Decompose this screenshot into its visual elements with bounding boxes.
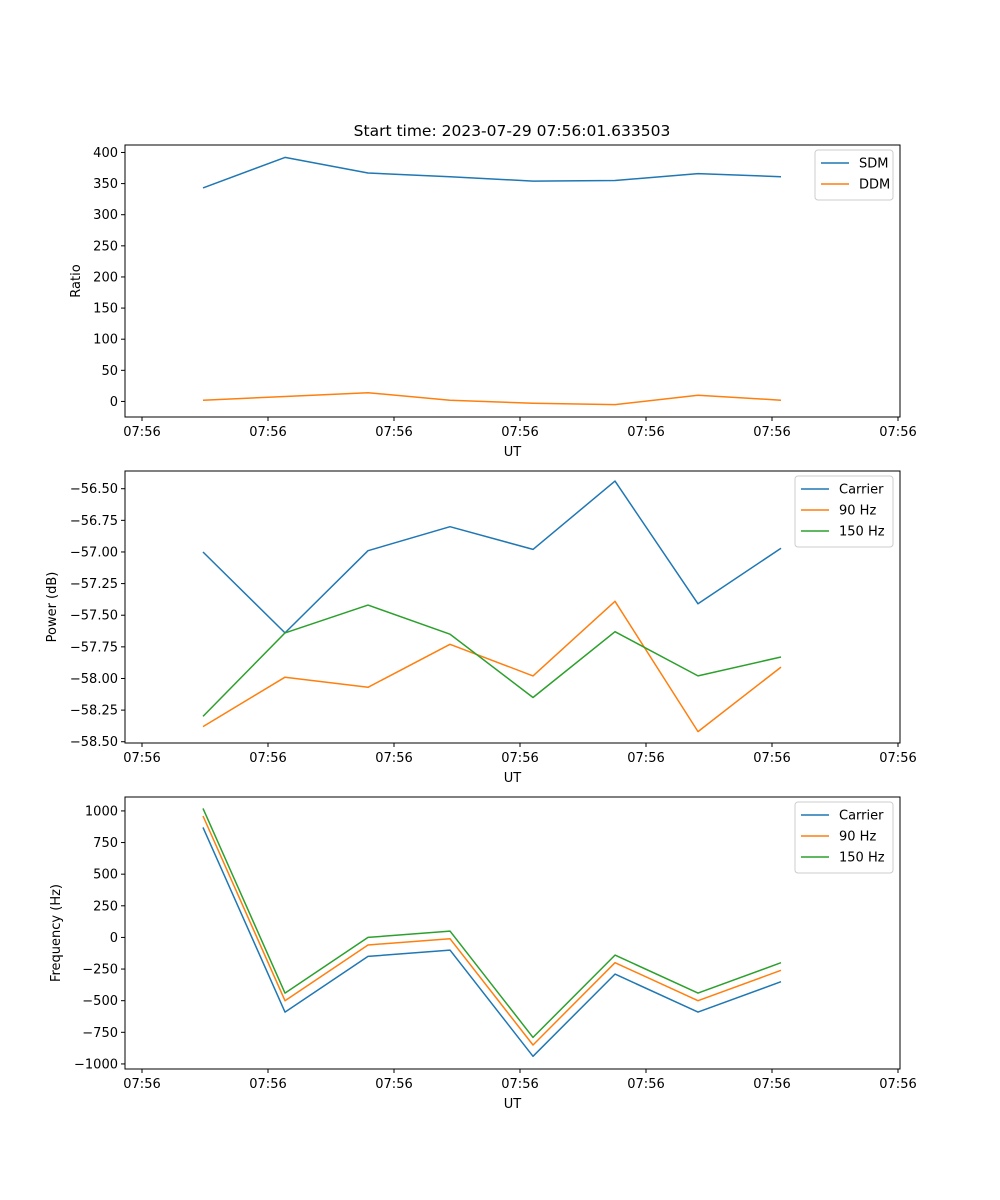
power-y-tick-label: −57.25	[70, 577, 118, 592]
power-x-tick-label: 07:56	[249, 751, 286, 766]
ratio-x-tick-label: 07:56	[627, 425, 664, 440]
ratio-y-axis-label: Ratio	[69, 264, 84, 297]
frequency-y-tick-label: −1000	[74, 1057, 118, 1072]
power-series-line-150-hz	[202, 604, 782, 717]
power-y-tick-label: −57.75	[70, 640, 118, 655]
power-y-tick-label: −56.75	[70, 514, 118, 529]
frequency-legend-label: Carrier	[839, 809, 884, 824]
ratio-y-tick-label: 0	[110, 395, 118, 410]
ratio-axes-frame	[124, 144, 901, 418]
power-x-tick-label: 07:56	[123, 751, 160, 766]
power-series-line-90-hz	[202, 600, 782, 733]
power-y-tick-label: −56.50	[70, 482, 118, 497]
frequency-series-line-carrier	[202, 827, 782, 1058]
frequency-y-tick-label: 750	[93, 836, 118, 851]
ratio-x-tick-label: 07:56	[375, 425, 412, 440]
ratio-legend-label: SDM	[859, 157, 888, 172]
frequency-x-tick-label: 07:56	[249, 1077, 286, 1092]
frequency-x-tick-label: 07:56	[375, 1077, 412, 1092]
ratio-x-tick-label: 07:56	[753, 425, 790, 440]
frequency-y-tick-label: −750	[82, 1026, 118, 1041]
frequency-legend-label: 90 Hz	[839, 830, 876, 845]
ratio-y-tick-label: 350	[93, 177, 118, 192]
power-y-tick-label: −57.00	[70, 545, 118, 560]
ratio-y-tick-label: 400	[93, 146, 118, 161]
frequency-legend-label: 150 Hz	[839, 851, 885, 866]
frequency-y-tick-label: 500	[93, 868, 118, 883]
frequency-panel: 07:56 07:56 07:56 07:56 07:56 07:56 07:56 −1000…	[49, 796, 917, 1112]
power-legend-label: 150 Hz	[839, 525, 885, 540]
ratio-x-tick-label: 07:56	[123, 425, 160, 440]
power-x-axis-label: UT	[504, 771, 522, 786]
frequency-y-tick-label: −250	[82, 963, 118, 978]
power-x-tick-label: 07:56	[501, 751, 538, 766]
ratio-y-tick-label: 200	[93, 270, 118, 285]
power-series-line-carrier	[202, 480, 782, 634]
ratio-y-tick-label: 300	[93, 208, 118, 223]
frequency-x-tick-label: 07:56	[879, 1077, 916, 1092]
frequency-axes-frame	[124, 796, 901, 1070]
ratio-y-tick-label: 50	[101, 364, 118, 379]
ratio-legend-label: DDM	[859, 178, 890, 193]
chart-title: Start time: 2023-07-29 07:56:01.633503	[354, 122, 671, 140]
power-y-tick-label: −58.00	[70, 672, 118, 687]
power-axes-frame	[124, 470, 901, 744]
frequency-y-tick-label: 1000	[85, 804, 118, 819]
frequency-x-tick-label: 07:56	[627, 1077, 664, 1092]
frequency-y-tick-label: 0	[110, 931, 118, 946]
power-y-axis-label: Power (dB)	[45, 572, 60, 643]
frequency-x-tick-label: 07:56	[501, 1077, 538, 1092]
ratio-x-axis-label: UT	[504, 445, 522, 460]
frequency-x-tick-label: 07:56	[753, 1077, 790, 1092]
power-panel: 07:56 07:56 07:56 07:56 07:56 07:56 07:56 −58.5…	[45, 470, 917, 786]
power-y-tick-label: −58.50	[70, 735, 118, 750]
ratio-y-tick-label: 150	[93, 302, 118, 317]
power-x-tick-label: 07:56	[375, 751, 412, 766]
power-x-tick-label: 07:56	[879, 751, 916, 766]
ratio-y-tick-label: 100	[93, 333, 118, 348]
power-legend-label: 90 Hz	[839, 504, 876, 519]
frequency-y-axis-label: Frequency (Hz)	[49, 884, 64, 982]
frequency-legend-box	[794, 801, 894, 874]
power-x-tick-label: 07:56	[753, 751, 790, 766]
power-y-tick-label: −58.25	[70, 704, 118, 719]
power-x-tick-label: 07:56	[627, 751, 664, 766]
frequency-y-tick-label: −500	[82, 994, 118, 1009]
frequency-series-line-90-hz	[202, 815, 782, 1046]
power-legend-box	[794, 475, 894, 548]
frequency-y-tick-label: 250	[93, 899, 118, 914]
frequency-x-tick-label: 07:56	[123, 1077, 160, 1092]
frequency-series-line-150-hz	[202, 808, 782, 1039]
ratio-panel: 07:56 07:56 07:56 07:56 07:56 07:56 07:56 0 50 10…	[69, 144, 917, 460]
power-legend-label: Carrier	[839, 483, 884, 498]
ratio-x-tick-label: 07:56	[879, 425, 916, 440]
power-y-tick-label: −57.50	[70, 609, 118, 624]
ratio-x-tick-label: 07:56	[249, 425, 286, 440]
ratio-series-line-sdm	[202, 156, 782, 189]
ratio-x-tick-label: 07:56	[501, 425, 538, 440]
ratio-series-line-ddm	[202, 391, 782, 406]
ratio-y-tick-label: 250	[93, 239, 118, 254]
frequency-x-axis-label: UT	[504, 1097, 522, 1112]
